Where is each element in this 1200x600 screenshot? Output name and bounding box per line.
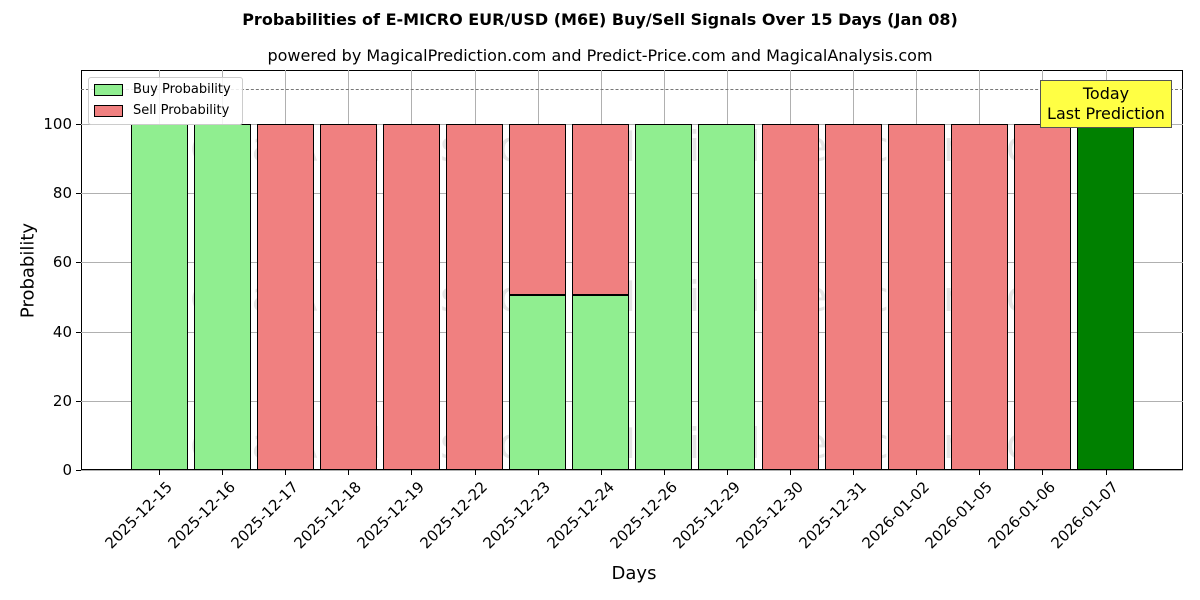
legend: Buy Probability Sell Probability — [88, 77, 243, 125]
x-tick — [159, 470, 160, 475]
sell-bar — [446, 124, 503, 470]
legend-label: Buy Probability — [133, 82, 231, 97]
buy-bar — [130, 124, 188, 470]
legend-label: Sell Probability — [133, 103, 230, 118]
x-axis-label: Days — [611, 563, 657, 584]
today-annotation: Today Last Prediction — [1040, 80, 1172, 128]
x-tick — [1042, 470, 1044, 475]
x-tick — [790, 470, 791, 475]
x-tick — [979, 470, 981, 475]
chart-subtitle: powered by MagicalPrediction.com and Pre… — [267, 46, 933, 65]
x-tick — [853, 470, 855, 475]
y-tick — [76, 331, 81, 333]
y-tick-label: 60 — [52, 253, 72, 272]
buy-bar — [698, 124, 756, 470]
sell-bar — [824, 124, 882, 470]
x-tick-label: 2025-12-24 — [543, 478, 618, 553]
x-tick-label: 2026-01-02 — [858, 478, 933, 553]
x-tick-label: 2025-12-30 — [732, 478, 807, 553]
x-tick-label: 2025-12-22 — [416, 478, 492, 553]
x-tick-label: 2025-12-16 — [164, 478, 239, 553]
sell-bar — [382, 124, 440, 470]
y-tick-label: 20 — [52, 391, 72, 410]
buy-bar — [193, 124, 251, 470]
x-tick-label: 2025-12-18 — [290, 478, 366, 553]
x-tick — [916, 470, 918, 475]
x-tick-label: 2025-12-15 — [101, 478, 176, 553]
x-tick-label: 2026-01-06 — [984, 478, 1060, 553]
y-tick-label: 0 — [62, 461, 72, 479]
y-gridline — [81, 470, 1183, 471]
x-tick — [285, 470, 287, 475]
y-tick-label: 100 — [43, 115, 72, 133]
legend-item: Sell Probability — [94, 103, 229, 118]
legend-item: Buy Probability — [94, 82, 231, 97]
x-tick — [1105, 470, 1107, 475]
sell-bar — [256, 124, 314, 470]
y-tick-label: 40 — [52, 322, 72, 341]
x-tick-label: 2025-12-19 — [353, 478, 429, 553]
y-gridline — [81, 331, 1183, 333]
buy-bar — [635, 124, 693, 470]
x-tick-label: 2025-12-17 — [227, 478, 302, 553]
x-tick — [600, 470, 602, 475]
x-tick — [663, 470, 665, 475]
y-gridline — [81, 124, 1183, 125]
x-tick-label: 2026-01-07 — [1047, 478, 1123, 553]
x-tick — [474, 470, 476, 475]
legend-swatch — [94, 104, 123, 117]
buy-bar — [509, 294, 567, 470]
y-tick — [76, 124, 81, 125]
sell-bar — [319, 124, 377, 470]
x-tick — [222, 470, 224, 475]
x-tick-label: 2025-12-29 — [669, 478, 744, 553]
legend-swatch — [94, 83, 123, 96]
y-tick-label: 80 — [52, 184, 72, 203]
y-gridline — [81, 193, 1183, 195]
x-tick — [726, 470, 728, 475]
sell-bar — [572, 124, 630, 295]
sell-bar — [950, 124, 1008, 470]
buy-bar — [572, 294, 630, 470]
y-gridline — [81, 262, 1183, 264]
x-tick-label: 2025-12-31 — [795, 478, 870, 553]
y-gridline — [81, 400, 1183, 402]
reference-line — [81, 89, 1183, 91]
sell-bar — [509, 124, 567, 295]
sell-bar — [761, 124, 819, 470]
sell-bar — [1013, 124, 1071, 470]
y-tick — [76, 193, 81, 195]
buy-bar — [1077, 124, 1134, 470]
plot-area — [81, 70, 1183, 470]
x-tick — [411, 470, 413, 475]
x-tick — [537, 470, 539, 475]
x-tick — [348, 470, 350, 475]
sell-bar — [887, 124, 945, 470]
y-tick — [76, 262, 81, 264]
y-tick — [76, 400, 81, 402]
x-tick-label: 2025-12-23 — [479, 478, 555, 553]
y-tick — [76, 470, 81, 471]
chart-title: Probabilities of E-MICRO EUR/USD (M6E) B… — [242, 10, 958, 29]
x-tick-label: 2026-01-05 — [921, 478, 997, 553]
